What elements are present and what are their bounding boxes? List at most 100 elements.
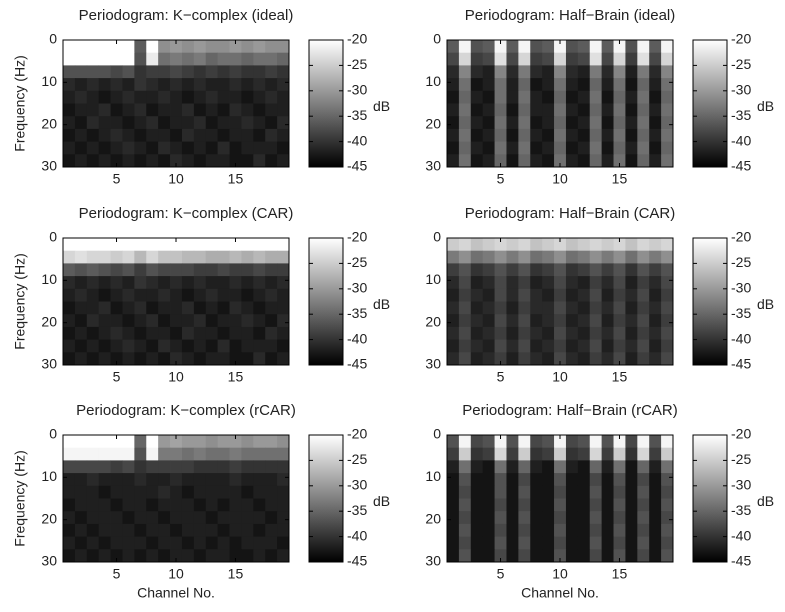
heatmap-cell [542,485,555,499]
colorbar-tick-label: -45 [731,356,751,372]
heatmap-cell [146,90,159,104]
heatmap-cell [530,435,543,449]
heatmap-cell [241,523,254,537]
heatmap-cell [470,128,484,142]
heatmap-cell [482,447,495,461]
heatmap-cell [482,154,495,168]
heatmap-cell [470,301,484,315]
heatmap-cell [86,352,100,366]
heatmap-panel: Periodogram: Half−Brain (ideal) 5 10 15 0 10 2… [425,7,774,187]
heatmap-cell [170,154,183,168]
heatmap-cell [482,498,495,512]
heatmap-cell [637,536,650,550]
heatmap-cell [86,511,100,525]
heatmap-cell [625,301,638,315]
heatmap-cell [146,276,159,290]
heatmap-cell [458,141,472,155]
heatmap-cell [122,523,135,537]
heatmap-cell [229,103,242,117]
heatmap-cell [181,473,195,487]
heatmap-cell [554,473,567,487]
heatmap-cell [506,116,519,130]
heatmap-cell [98,40,111,54]
x-tick-label: 15 [612,171,628,187]
heatmap-cell [277,276,290,290]
heatmap-cell [458,473,472,487]
y-tick-label: 20 [41,313,57,329]
heatmap-cell [217,90,230,104]
heatmap-cell [565,116,579,130]
heatmap-cell [649,498,662,512]
heatmap-cell [217,339,230,353]
y-tick-label: 20 [425,313,441,329]
heatmap-cell [63,447,76,461]
heatmap-cell [181,536,195,550]
colorbar [692,434,728,563]
heatmap-cell [577,103,591,117]
heatmap-cell [241,536,254,550]
y-tick-label: 10 [425,468,441,484]
heatmap-cell [661,549,674,563]
heatmap-cell [482,141,495,155]
colorbar-tick-label: -20 [347,31,367,47]
heatmap-cell [229,90,242,104]
heatmap-cell [217,447,230,461]
heatmap-cell [506,250,519,264]
heatmap-cell [217,141,230,155]
heatmap-cell [241,435,254,449]
heatmap-cell [170,238,183,252]
heatmap-cell [447,128,460,142]
heatmap-cell [134,498,147,512]
heatmap-cell [146,447,159,461]
heatmap-cell [649,154,662,168]
heatmap-cell [265,549,278,563]
x-tick-label: 5 [497,369,505,385]
heatmap-cell [134,52,147,66]
heatmap-cell [625,447,638,461]
heatmap-cell [98,301,111,315]
heatmap-cell [482,314,495,328]
heatmap-cell [458,65,472,79]
heatmap-cell [649,250,662,264]
heatmap-cell [518,52,531,66]
heatmap-cell [74,511,88,525]
heatmap-cell [649,276,662,290]
heatmap-cell [217,52,230,66]
heatmap-cell [63,536,76,550]
heatmap-cell [158,352,171,366]
heatmap-cell [625,511,638,525]
heatmap-cell [565,288,579,302]
heatmap-cell [554,498,567,512]
heatmap-cell [470,276,484,290]
heatmap-cell [518,40,531,54]
heatmap-cell [193,435,207,449]
heatmap-cell [530,549,543,563]
heatmap-cell [458,78,472,92]
heatmap-cell [265,154,278,168]
heatmap-cell [661,116,674,130]
heatmap-cell [518,485,531,499]
y-tick-label: 30 [425,553,441,569]
heatmap-cell [146,238,159,252]
heatmap-cell [482,549,495,563]
heatmap-cell [506,65,519,79]
heatmap-cell [158,460,171,474]
heatmap-cell [170,263,183,277]
heatmap-cell [637,326,650,340]
x-tick-label: 10 [552,171,568,187]
heatmap-cell [241,339,254,353]
heatmap-cell [506,339,519,353]
heatmap-cell [63,435,76,449]
heatmap-cell [554,78,567,92]
heatmap-cell [613,40,626,54]
heatmap-cell [158,498,171,512]
heatmap-cell [577,276,591,290]
heatmap-cell [542,65,555,79]
heatmap-cell [277,460,290,474]
heatmap-cell [661,473,674,487]
heatmap-cell [470,250,484,264]
heatmap-cell [110,435,123,449]
heatmap-cell [625,314,638,328]
heatmap-cell [649,65,662,79]
heatmap-cell [205,473,219,487]
